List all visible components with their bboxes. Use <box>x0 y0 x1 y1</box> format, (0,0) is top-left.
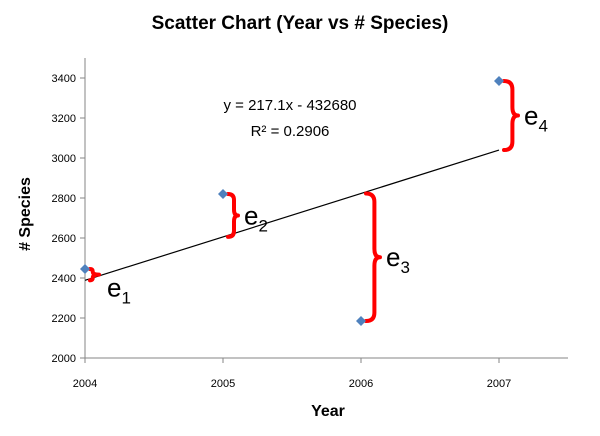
trendline <box>84 149 500 281</box>
residual-brace <box>226 192 240 239</box>
r-squared-label: R² = 0.2906 <box>251 123 330 140</box>
y-tick-label: 2200 <box>52 313 76 325</box>
y-tick-label: 3400 <box>52 73 76 85</box>
y-tick-label: 3200 <box>52 113 76 125</box>
y-tick-label: 2000 <box>52 353 76 365</box>
y-tick-label: 2400 <box>52 273 76 285</box>
residual-label: e3 <box>386 242 410 277</box>
data-point <box>356 316 366 326</box>
y-tick-label: 3000 <box>52 153 76 165</box>
residual-brace <box>364 191 382 323</box>
y-tick-label: 2800 <box>52 193 76 205</box>
residual-label: e4 <box>524 101 548 136</box>
data-point <box>494 76 504 86</box>
chart-title: Scatter Chart (Year vs # Species) <box>152 13 449 34</box>
y-axis-title: # Species <box>17 177 34 251</box>
x-tick-label: 2006 <box>349 378 373 390</box>
x-tick-label: 2007 <box>487 378 511 390</box>
residual-brace <box>502 79 520 153</box>
residual-label: e1 <box>107 273 131 308</box>
x-tick-label: 2004 <box>73 378 97 390</box>
residual-brace <box>88 267 101 283</box>
x-tick-label: 2005 <box>211 378 235 390</box>
trendline-equation: y = 217.1x - 432680 <box>223 97 356 114</box>
y-tick-label: 2600 <box>52 233 76 245</box>
data-point <box>218 189 228 199</box>
x-axis-title: Year <box>311 403 345 420</box>
residual-label: e2 <box>244 200 268 235</box>
data-point <box>80 264 90 274</box>
